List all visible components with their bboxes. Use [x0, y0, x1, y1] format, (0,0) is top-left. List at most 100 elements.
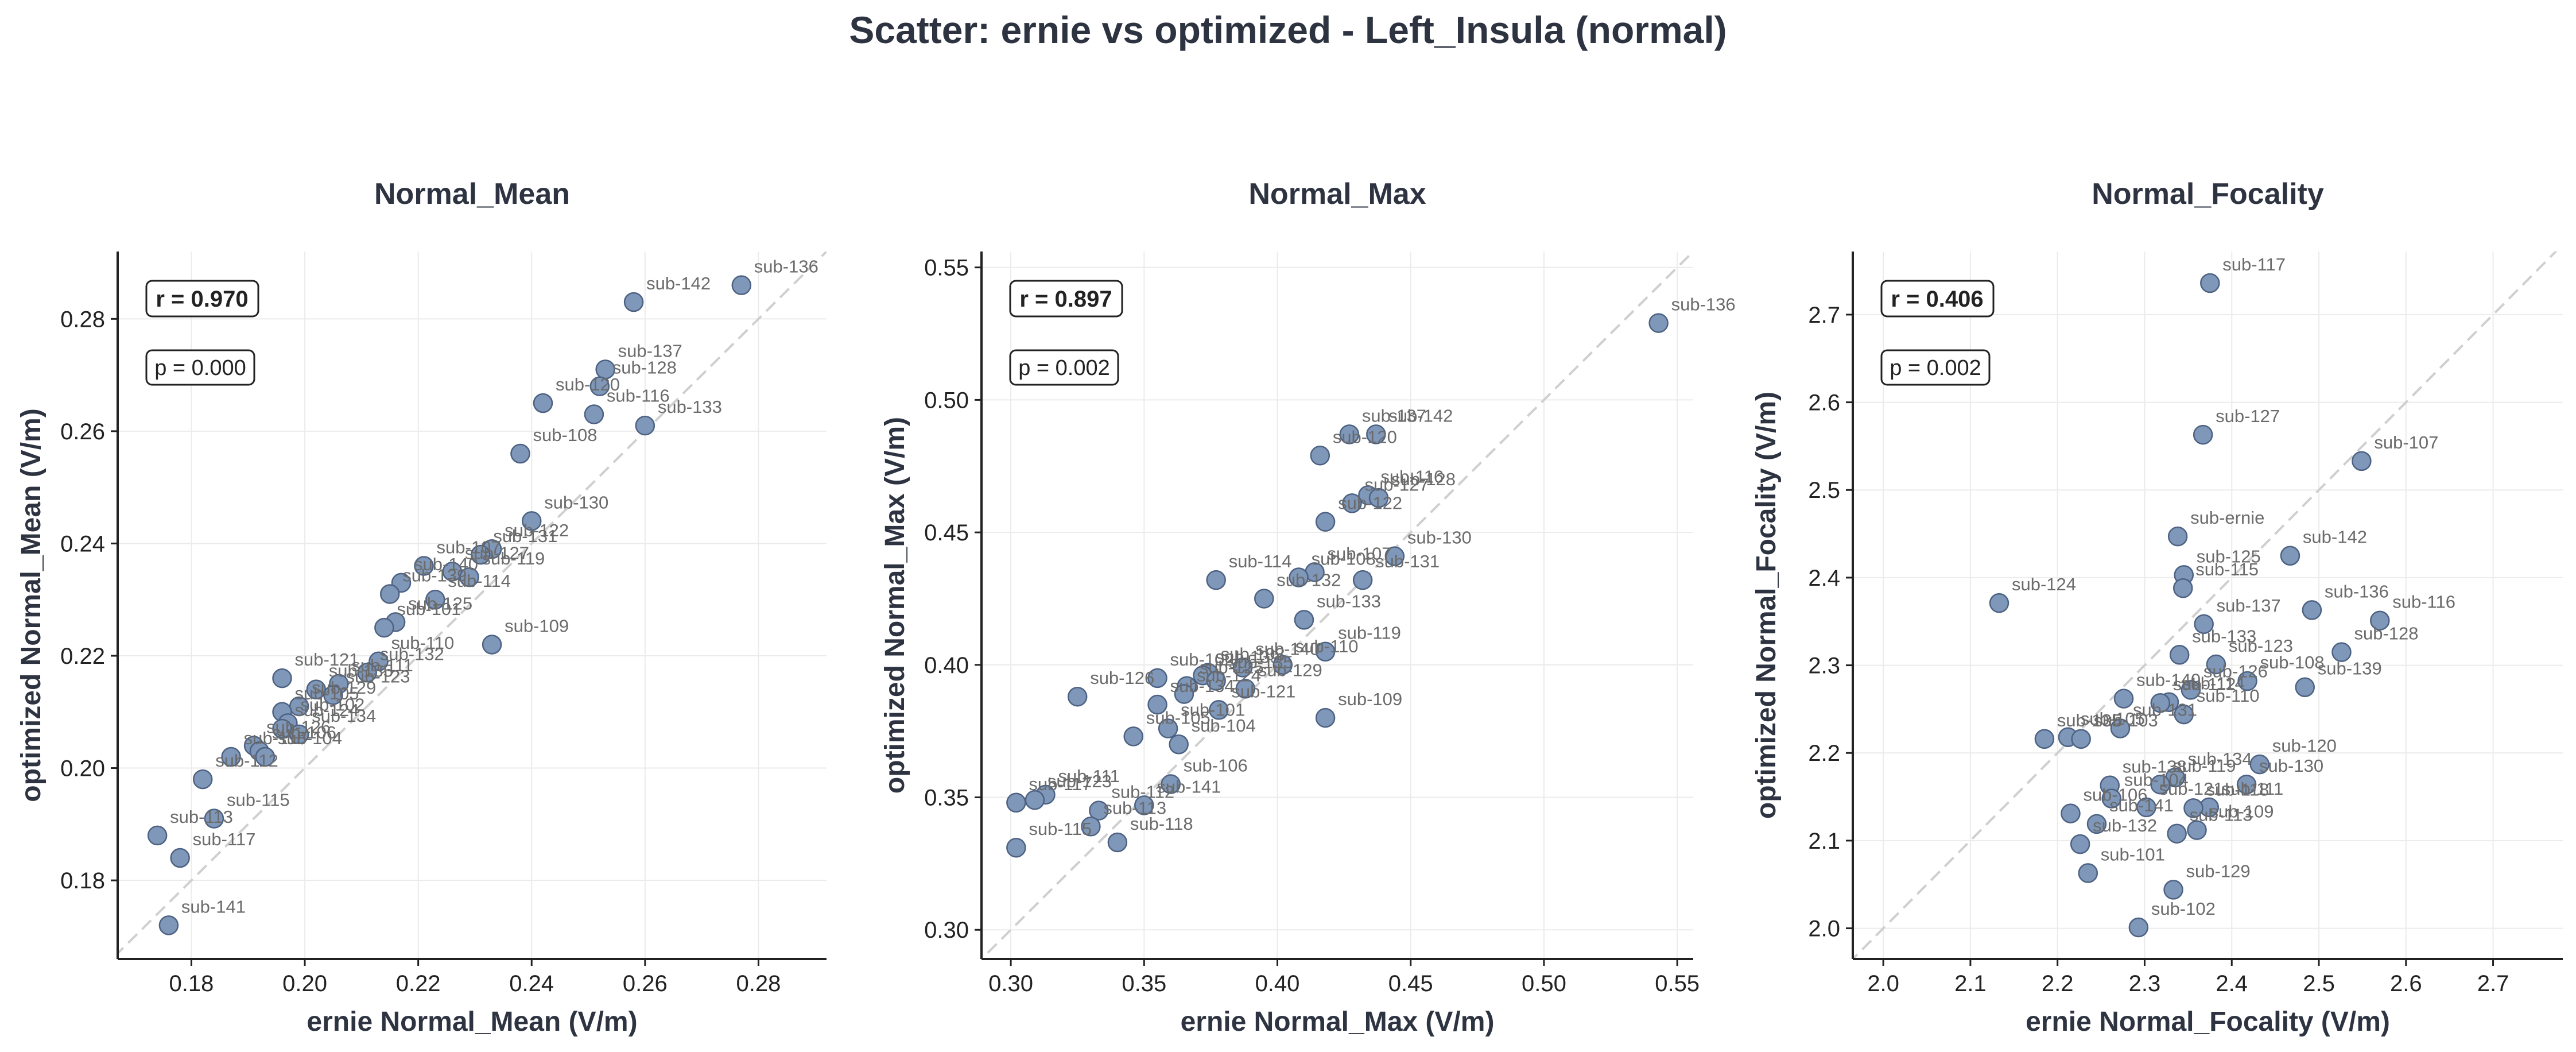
point-label: sub-122 [505, 520, 569, 540]
point-label: sub-141 [1157, 776, 1221, 796]
x-tick-label: 0.35 [1122, 971, 1166, 996]
point-label: sub-113 [2190, 805, 2253, 825]
point-label: sub-132 [2093, 815, 2157, 836]
scatter-point [623, 292, 644, 312]
x-tick-label: 0.40 [1255, 971, 1300, 996]
point-label: sub-135 [1229, 652, 1293, 672]
scatter-point [1294, 610, 1314, 630]
scatter-point [1089, 800, 1109, 821]
point-label: sub-118 [1130, 814, 1193, 834]
scatter-point [323, 685, 343, 705]
scatter-point [471, 544, 491, 565]
scatter-point [1006, 792, 1026, 813]
scatter-point [2150, 693, 2171, 713]
x-tick-label: 0.26 [623, 971, 668, 996]
y-tick-label: 2.5 [1808, 478, 1840, 503]
scatter-point [1067, 686, 1088, 707]
identity-line [1853, 252, 2558, 959]
point-label: sub-105 [1146, 707, 1211, 728]
scatter-point [1174, 684, 1194, 704]
scatter-point [2167, 823, 2187, 844]
y-tick-label: 0.24 [60, 531, 105, 556]
scatter-point [2070, 834, 2090, 854]
scatter-point [357, 663, 377, 683]
point-label: sub-119 [482, 548, 545, 568]
point-label: sub-101 [1181, 700, 1245, 720]
y-tick-label: 0.40 [924, 653, 969, 678]
point-label: sub-134 [2188, 749, 2252, 769]
point-label: sub-125 [1200, 658, 1264, 678]
scatter-point [1310, 446, 1330, 466]
scatter-point [1315, 641, 1336, 662]
point-label: sub-119 [1338, 623, 1401, 643]
y-tick-label: 0.26 [60, 419, 105, 444]
point-label: sub-108 [1312, 549, 1376, 569]
scatter-point [459, 567, 479, 587]
point-label: sub-140 [414, 554, 478, 574]
point-label: sub-132 [1277, 570, 1341, 590]
point-label: sub-136 [2325, 581, 2389, 601]
point-label: sub-124 [295, 700, 359, 720]
point-label: sub-101 [397, 599, 461, 619]
point-label: sub-107 [2374, 432, 2438, 452]
scatter-point [1081, 817, 1101, 837]
scatter-point [2331, 642, 2352, 662]
point-label: sub-ernie [2190, 508, 2264, 528]
point-label: sub-103 [1221, 644, 1285, 664]
scatter-point [2236, 774, 2257, 795]
point-label: sub-117 [1029, 774, 1092, 794]
y-tick-label: 2.7 [1808, 303, 1840, 328]
figure-title: Scatter: ernie vs optimized - Left_Insul… [849, 9, 1727, 51]
scatter-point [379, 584, 400, 604]
scatter-point [2249, 754, 2270, 775]
point-label: sub-133 [658, 397, 722, 417]
scatter-point [2181, 680, 2201, 700]
point-label: sub-130 [1407, 528, 1472, 548]
y-axis-label: optimized Normal_Mean (V/m) [16, 408, 46, 802]
point-label: sub-111 [351, 655, 413, 675]
scatter-point [2061, 803, 2081, 823]
scatter-point [2128, 917, 2149, 938]
point-label: sub-107 [1328, 543, 1392, 563]
scatter-point [2183, 798, 2203, 818]
point-label: sub-110 [2197, 686, 2260, 706]
point-label: sub-127 [1365, 474, 1429, 494]
scatter-point [1161, 774, 1181, 794]
scatter-point [2071, 729, 2091, 749]
scatter-point [510, 443, 530, 464]
y-tick-label: 2.3 [1808, 653, 1840, 679]
x-tick-label: 0.18 [169, 971, 214, 996]
scatter-point [1147, 694, 1167, 715]
point-label: sub-114 [448, 571, 511, 591]
point-label: sub-142 [646, 273, 711, 293]
point-label: sub-102 [2151, 899, 2216, 919]
scatter-point [2280, 546, 2300, 566]
scatter-point [2167, 526, 2188, 547]
point-label: sub-137 [2217, 595, 2281, 616]
scatter-point [1339, 424, 1360, 444]
point-label: sub-127 [465, 543, 529, 563]
point-label: sub-109 [505, 616, 569, 636]
r-value-label: r = 0.406 [1891, 287, 1983, 312]
r-value-box: r = 0.970 [145, 280, 259, 318]
point-label: sub-115 [2195, 559, 2259, 579]
scatter-point [1206, 570, 1226, 590]
point-label: sub-139 [402, 565, 467, 585]
scatter-point [147, 825, 168, 846]
scatter-point [414, 556, 434, 576]
scatter-point [2370, 610, 2390, 631]
point-label: sub-137 [1362, 405, 1426, 426]
x-tick-label: 2.2 [2042, 971, 2074, 996]
point-label: sub-117 [2222, 254, 2286, 274]
scatter-point [1169, 734, 1189, 755]
point-label: sub-116 [1380, 467, 1444, 487]
scatter-point [589, 376, 610, 396]
x-tick-label: 2.4 [2216, 971, 2248, 996]
point-label: sub-110 [391, 633, 454, 653]
scatter-point [2206, 654, 2226, 675]
y-tick-label: 0.22 [60, 644, 105, 669]
scatter-point [2034, 729, 2055, 749]
point-label: sub-131 [1375, 551, 1440, 571]
